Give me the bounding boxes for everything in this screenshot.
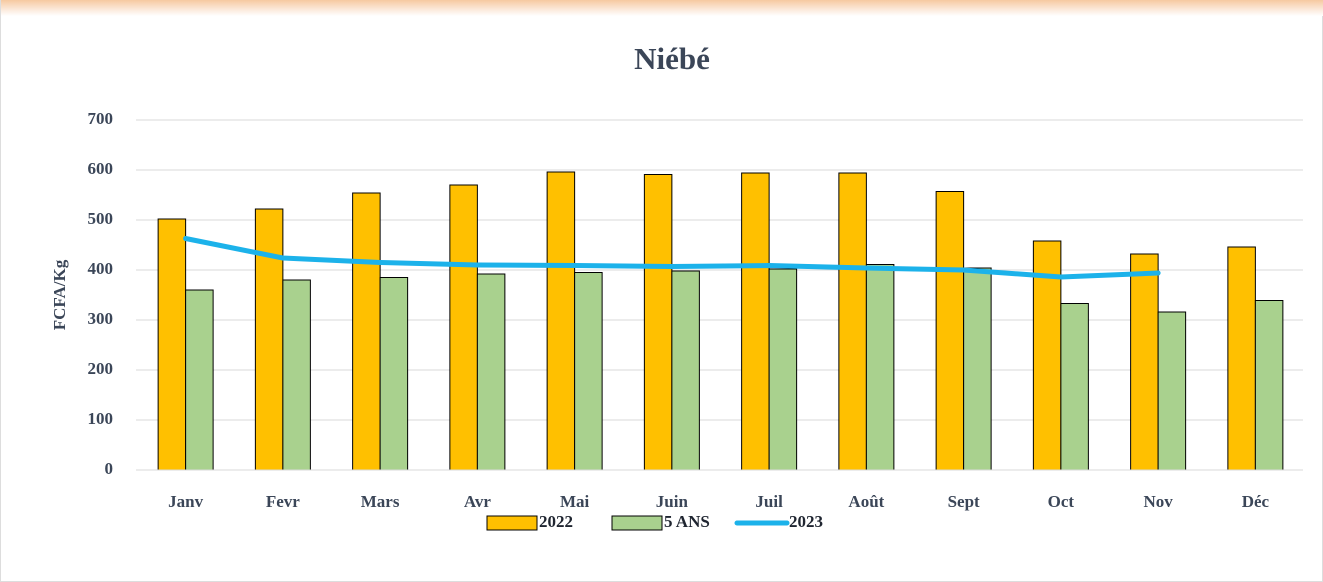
top-border	[1, 0, 1323, 16]
bar	[741, 172, 770, 471]
bar	[476, 273, 506, 471]
bar	[282, 279, 311, 471]
x-tick-label: Mai	[560, 492, 590, 511]
legend-label: 2022	[539, 512, 573, 531]
x-tick-label: Déc	[1242, 492, 1270, 511]
legend-label: 2023	[789, 512, 823, 531]
bar	[546, 171, 576, 471]
line-series	[183, 236, 1161, 280]
y-tick-label: 200	[88, 359, 114, 378]
x-tick-label: Août	[848, 492, 884, 511]
y-tick-label: 700	[88, 109, 114, 128]
bar	[574, 272, 603, 471]
y-tick-label: 600	[88, 159, 114, 178]
bar	[185, 289, 214, 471]
x-tick-label: Nov	[1143, 492, 1173, 511]
bar	[1130, 253, 1159, 471]
x-tick-label: Sept	[948, 492, 980, 511]
x-tick-label: Juin	[656, 492, 689, 511]
bar	[838, 172, 867, 471]
y-tick-label: 300	[88, 309, 114, 328]
legend-swatch	[486, 515, 538, 531]
bar	[643, 174, 673, 471]
x-tick-label: Mars	[361, 492, 400, 511]
x-tick-label: Juil	[755, 492, 783, 511]
bar	[671, 270, 700, 471]
bar	[449, 184, 478, 471]
x-tick-label: Oct	[1048, 492, 1075, 511]
y-tick-label: 100	[88, 409, 114, 428]
bar	[935, 191, 965, 471]
bar	[865, 264, 895, 471]
y-tick-label: 0	[105, 459, 114, 478]
y-axis-label: FCFA/Kg	[50, 259, 69, 330]
bar	[1060, 303, 1089, 471]
bar	[768, 268, 798, 471]
bar	[157, 218, 187, 471]
chart-title: Niébé	[634, 41, 710, 76]
x-tick-label: Fevr	[266, 492, 300, 511]
x-tick-label: Avr	[464, 492, 492, 511]
bar	[1157, 311, 1187, 471]
bar	[379, 277, 409, 471]
y-tick-label: 500	[88, 209, 114, 228]
bar	[352, 192, 381, 471]
legend-label: 5 ANS	[664, 512, 710, 531]
y-tick-label: 400	[88, 259, 114, 278]
legend-swatch	[611, 515, 663, 531]
x-tick-label: Janv	[168, 492, 203, 511]
bar	[963, 267, 992, 471]
bar	[254, 208, 284, 471]
bar	[1254, 300, 1284, 471]
bar	[1227, 246, 1256, 471]
